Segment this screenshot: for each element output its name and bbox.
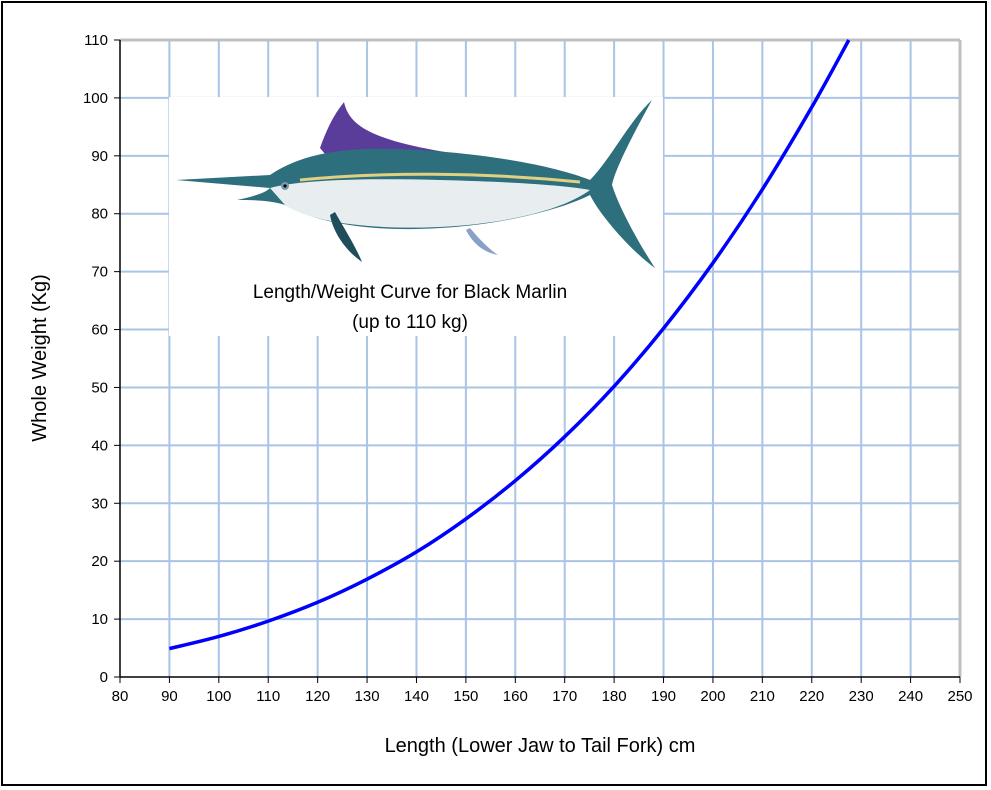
- y-tick-label: 40: [91, 437, 108, 454]
- axes: 80 90 100 110 120 130 140 150 160 170 180 190 200 210…: [83, 32, 973, 705]
- y-tick-label: 30: [91, 495, 108, 512]
- x-tick-label: 100: [206, 688, 231, 705]
- x-tick-label: 250: [947, 688, 972, 705]
- y-tick-label: 90: [91, 148, 108, 165]
- x-tick-label: 120: [305, 688, 330, 705]
- x-tick-label: 180: [602, 688, 627, 705]
- chart-subtitle: (up to 110 kg): [352, 312, 468, 333]
- y-tick-label: 110: [84, 32, 108, 49]
- x-tick-label: 80: [112, 688, 129, 705]
- x-tick-label: 150: [453, 688, 478, 705]
- chart-title: Length/Weight Curve for Black Marlin: [253, 282, 567, 303]
- x-tick-label: 110: [256, 688, 280, 705]
- y-tick-label: 60: [91, 322, 108, 339]
- x-tick-label: 130: [355, 688, 380, 705]
- x-tick-label: 190: [651, 688, 676, 705]
- x-axis-label: Length (Lower Jaw to Tail Fork) cm: [385, 735, 696, 757]
- y-tick-label: 10: [91, 611, 108, 628]
- y-tick-label: 50: [91, 379, 108, 396]
- x-tick-label: 160: [503, 688, 528, 705]
- x-tick-label: 210: [750, 688, 775, 705]
- x-tick-label: 170: [552, 688, 577, 705]
- x-tick-label: 230: [849, 688, 874, 705]
- y-axis-label: Whole Weight (Kg): [29, 274, 51, 441]
- y-tick-label: 0: [100, 669, 108, 686]
- x-tick-label: 240: [898, 688, 923, 705]
- y-tick-label: 20: [91, 553, 108, 570]
- marlin-illustration: [176, 100, 655, 268]
- series-line-black-marlin: [168, 39, 851, 651]
- x-tick-label: 220: [799, 688, 824, 705]
- y-tick-label: 70: [91, 264, 108, 281]
- y-tick-label: 100: [83, 90, 108, 107]
- x-tick-label: 200: [700, 688, 725, 705]
- x-tick-label: 90: [161, 688, 178, 705]
- y-tick-label: 80: [91, 206, 108, 223]
- x-tick-label: 140: [404, 688, 429, 705]
